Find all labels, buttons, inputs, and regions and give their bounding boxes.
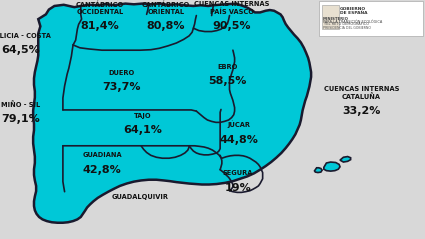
Text: GOBIERNO: GOBIERNO	[340, 7, 366, 11]
Text: 73,7%: 73,7%	[102, 82, 140, 92]
Text: PRESIDENCIA DEL GOBIERNO: PRESIDENCIA DEL GOBIERNO	[323, 26, 371, 30]
Text: DE ESPAÑA: DE ESPAÑA	[340, 11, 368, 15]
Text: 64,1%: 64,1%	[123, 125, 162, 135]
Text: 58,5%: 58,5%	[208, 76, 246, 86]
Polygon shape	[314, 168, 322, 173]
Text: MINISTERIO: MINISTERIO	[323, 17, 349, 21]
Text: CANTÁBRICO
ORIENTAL: CANTÁBRICO ORIENTAL	[142, 1, 190, 15]
Text: EBRO: EBRO	[217, 64, 238, 70]
Text: 90,5%: 90,5%	[212, 21, 251, 31]
FancyBboxPatch shape	[319, 1, 423, 36]
Text: SEGURA: SEGURA	[223, 170, 253, 176]
Polygon shape	[340, 157, 351, 162]
Text: 64,5%: 64,5%	[1, 45, 40, 55]
Text: 44,8%: 44,8%	[220, 135, 259, 145]
Text: 33,2%: 33,2%	[342, 106, 380, 116]
Text: GALICIA - COSTA: GALICIA - COSTA	[0, 33, 51, 39]
Text: DUERO: DUERO	[108, 70, 134, 76]
Text: 81,4%: 81,4%	[80, 21, 119, 31]
FancyBboxPatch shape	[322, 5, 339, 29]
Text: GUADIANA: GUADIANA	[82, 152, 122, 158]
Text: Y EL RETO DEMOGRÁFICO: Y EL RETO DEMOGRÁFICO	[323, 22, 369, 26]
Text: MIÑO - SIL: MIÑO - SIL	[1, 101, 40, 108]
Text: CANTÁBRICO
OCCIDENTAL: CANTÁBRICO OCCIDENTAL	[76, 1, 124, 15]
Text: 19%: 19%	[225, 183, 251, 193]
Polygon shape	[33, 4, 311, 223]
Polygon shape	[324, 162, 340, 171]
Text: CUENCAS INTERNAS
CATALUÑA: CUENCAS INTERNAS CATALUÑA	[323, 86, 399, 100]
Text: 80,8%: 80,8%	[147, 21, 185, 31]
Text: JÚCAR: JÚCAR	[228, 121, 251, 128]
Text: TAJO: TAJO	[133, 113, 151, 119]
Text: 42,8%: 42,8%	[82, 165, 122, 175]
Text: GUADALQUIVIR: GUADALQUIVIR	[112, 194, 169, 200]
Text: PARA LA TRANSICIÓN ECOLÓGICA: PARA LA TRANSICIÓN ECOLÓGICA	[323, 20, 382, 24]
Text: 79,1%: 79,1%	[1, 114, 40, 125]
Text: CUENCAS INTERNAS
PAÍS VASCO: CUENCAS INTERNAS PAÍS VASCO	[194, 1, 269, 15]
